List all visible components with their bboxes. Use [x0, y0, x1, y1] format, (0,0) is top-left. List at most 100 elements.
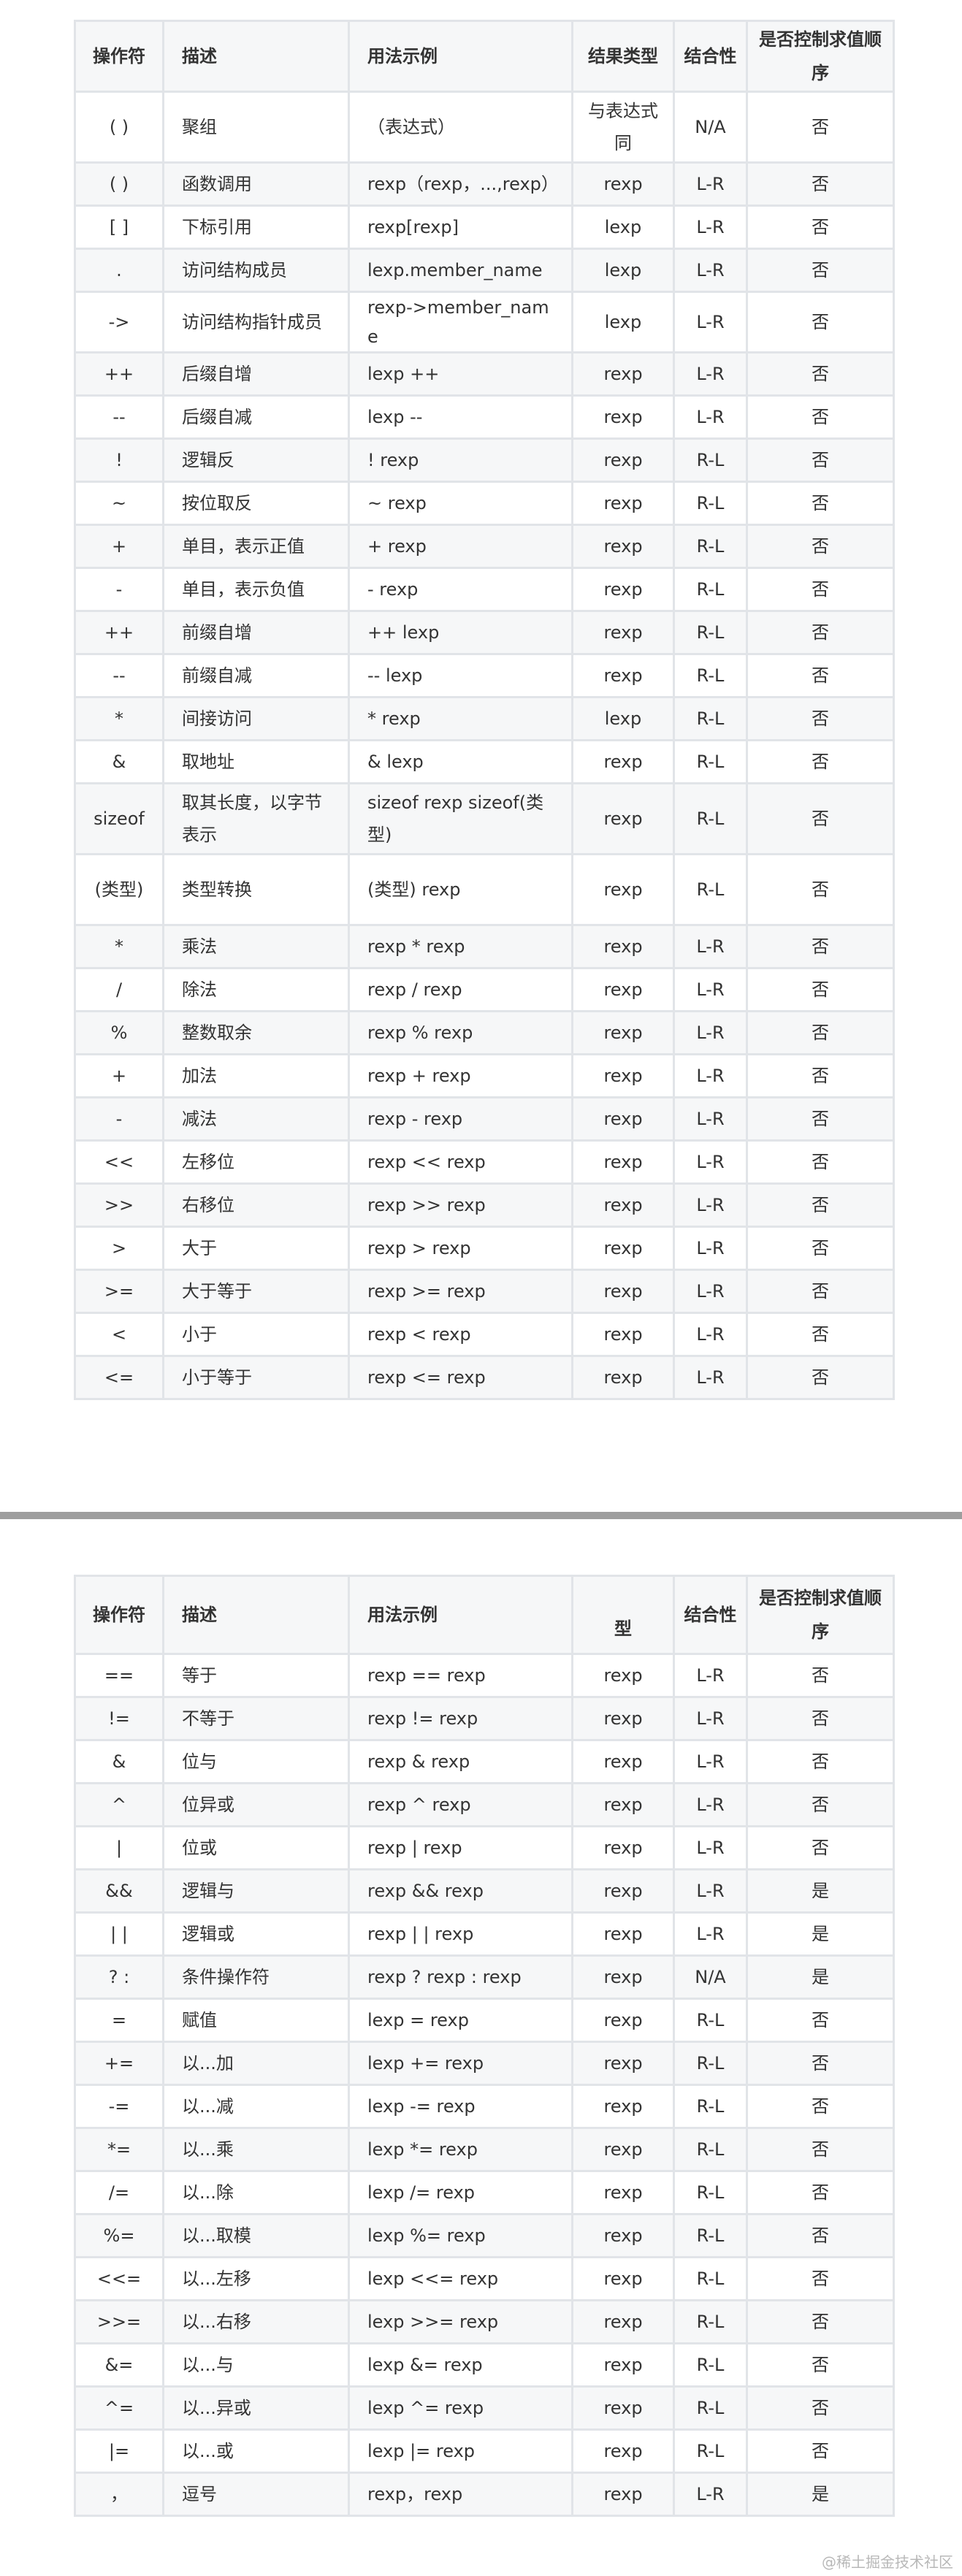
cell-operator: --	[74, 394, 164, 440]
cell-description: 赋值	[162, 1998, 350, 2043]
header-associativity: 结合性	[673, 1575, 748, 1655]
cell-usage-example: rexp * rexp	[348, 924, 573, 969]
cell-description: 下标引用	[162, 205, 350, 250]
cell-result-type: rexp	[571, 2472, 675, 2517]
cell-controls-evaluation-order: 否	[746, 351, 895, 397]
table-row: ( ) 聚组 （表达式） 与表达式同 N/A 否	[74, 91, 895, 164]
table-row: + 加法 rexp + rexp rexp L-R 否	[74, 1053, 895, 1098]
cell-description: 以...除	[162, 2170, 350, 2215]
cell-controls-evaluation-order: 否	[746, 1312, 895, 1357]
cell-result-type: rexp	[571, 782, 675, 855]
cell-operator: &	[74, 1739, 164, 1784]
cell-associativity: L-R	[673, 1139, 748, 1185]
cell-description: 前缀自增	[162, 610, 350, 655]
cell-controls-evaluation-order: 否	[746, 567, 895, 612]
table-row: %= 以...取模 lexp %= rexp rexp R-L 否	[74, 2213, 895, 2258]
table-row: % 整数取余 rexp % rexp rexp L-R 否	[74, 1010, 895, 1055]
cell-operator: ==	[74, 1653, 164, 1698]
cell-result-type: rexp	[571, 161, 675, 207]
cell-result-type: rexp	[571, 653, 675, 698]
cell-usage-example: rexp > rexp	[348, 1226, 573, 1271]
cell-associativity: L-R	[673, 1653, 748, 1698]
cell-usage-example: lexp.member_name	[348, 248, 573, 293]
cell-description: 位或	[162, 1825, 350, 1870]
cell-usage-example: rexp <= rexp	[348, 1355, 573, 1400]
cell-controls-evaluation-order: 否	[746, 1010, 895, 1055]
cell-usage-example: sizeof rexp sizeof(类型)	[348, 782, 573, 855]
cell-description: 访问结构指针成员	[162, 291, 350, 353]
cell-operator: sizeof	[74, 782, 164, 855]
cell-controls-evaluation-order: 否	[746, 696, 895, 741]
table-row: . 访问结构成员 lexp.member_name lexp L-R 否	[74, 248, 895, 293]
cell-operator: >=	[74, 1269, 164, 1314]
cell-controls-evaluation-order: 否	[746, 782, 895, 855]
cell-description: 逻辑与	[162, 1868, 350, 1914]
cell-operator: |=	[74, 2428, 164, 2474]
cell-operator: *	[74, 924, 164, 969]
header-controls-evaluation-order: 是否控制求值顺序	[746, 1575, 895, 1655]
header-description: 描述	[162, 1575, 350, 1655]
table-row: -- 后缀自减 lexp -- rexp L-R 否	[74, 394, 895, 440]
table-row: >>= 以...右移 lexp >>= rexp rexp R-L 否	[74, 2299, 895, 2344]
cell-controls-evaluation-order: 否	[746, 1653, 895, 1698]
table-row: >= 大于等于 rexp >= rexp rexp L-R 否	[74, 1269, 895, 1314]
cell-operator: &=	[74, 2342, 164, 2388]
operator-table-2: 操作符 描述 用法示例型结合性 是否控制求值顺序 == 等于 rexp == rexp re…	[74, 1575, 895, 2517]
cell-controls-evaluation-order: 否	[746, 2428, 895, 2474]
cell-associativity: L-R	[673, 1355, 748, 1400]
table-row: * 间接访问 * rexp lexp R-L 否	[74, 696, 895, 741]
cell-description: 大于	[162, 1226, 350, 1271]
cell-description: 整数取余	[162, 1010, 350, 1055]
table-row: *= 以...乘 lexp *= rexp rexp R-L 否	[74, 2127, 895, 2172]
cell-result-type: rexp	[571, 853, 675, 926]
cell-usage-example: rexp[rexp]	[348, 205, 573, 250]
cell-controls-evaluation-order: 否	[746, 91, 895, 164]
cell-associativity: R-L	[673, 2428, 748, 2474]
cell-controls-evaluation-order: 否	[746, 161, 895, 207]
cell-controls-evaluation-order: 否	[746, 248, 895, 293]
cell-operator: =	[74, 1998, 164, 2043]
cell-usage-example: ! rexp	[348, 437, 573, 483]
cell-result-type: rexp	[571, 1269, 675, 1314]
table-row: < 小于 rexp < rexp rexp L-R 否	[74, 1312, 895, 1357]
cell-associativity: L-R	[673, 1312, 748, 1357]
cell-controls-evaluation-order: 否	[746, 967, 895, 1012]
cell-description: 以...减	[162, 2084, 350, 2129]
cell-operator: ~	[74, 481, 164, 526]
cell-result-type: rexp	[571, 524, 675, 569]
cell-description: 单目，表示正值	[162, 524, 350, 569]
cell-description: 小于等于	[162, 1355, 350, 1400]
table-row: << 左移位 rexp << rexp rexp L-R 否	[74, 1139, 895, 1185]
cell-operator: +	[74, 1053, 164, 1098]
cell-controls-evaluation-order: 否	[746, 205, 895, 250]
cell-controls-evaluation-order: 否	[746, 2385, 895, 2431]
table-row: (类型) 类型转换 (类型) rexp rexp R-L 否	[74, 853, 895, 926]
header-result-type: 型	[571, 1575, 675, 1655]
table-row: <<= 以...左移 lexp <<= rexp rexp R-L 否	[74, 2256, 895, 2301]
table-row: - 单目，表示负值 - rexp rexp R-L 否	[74, 567, 895, 612]
cell-controls-evaluation-order: 否	[746, 2127, 895, 2172]
cell-description: 逻辑反	[162, 437, 350, 483]
cell-operator: -	[74, 1096, 164, 1142]
cell-controls-evaluation-order: 否	[746, 1782, 895, 1827]
cell-controls-evaluation-order: 否	[746, 1096, 895, 1142]
cell-associativity: R-L	[673, 2170, 748, 2215]
cell-usage-example: rexp（rexp，...,rexp）	[348, 161, 573, 207]
header-associativity: 结合性	[673, 20, 748, 93]
cell-description: 聚组	[162, 91, 350, 164]
table-row: != 不等于 rexp != rexp rexp L-R 否	[74, 1696, 895, 1741]
cell-result-type: 与表达式同	[571, 91, 675, 164]
cell-controls-evaluation-order: 是	[746, 1954, 895, 2000]
cell-operator: !	[74, 437, 164, 483]
cell-usage-example: lexp <<= rexp	[348, 2256, 573, 2301]
cell-operator: |	[74, 1825, 164, 1870]
cell-associativity: L-R	[673, 351, 748, 397]
cell-operator: +=	[74, 2041, 164, 2086]
cell-controls-evaluation-order: 否	[746, 1139, 895, 1185]
cell-associativity: L-R	[673, 291, 748, 353]
cell-controls-evaluation-order: 否	[746, 2342, 895, 2388]
cell-usage-example: lexp /= rexp	[348, 2170, 573, 2215]
cell-operator: ->	[74, 291, 164, 353]
cell-operator: /	[74, 967, 164, 1012]
cell-controls-evaluation-order: 否	[746, 1355, 895, 1400]
